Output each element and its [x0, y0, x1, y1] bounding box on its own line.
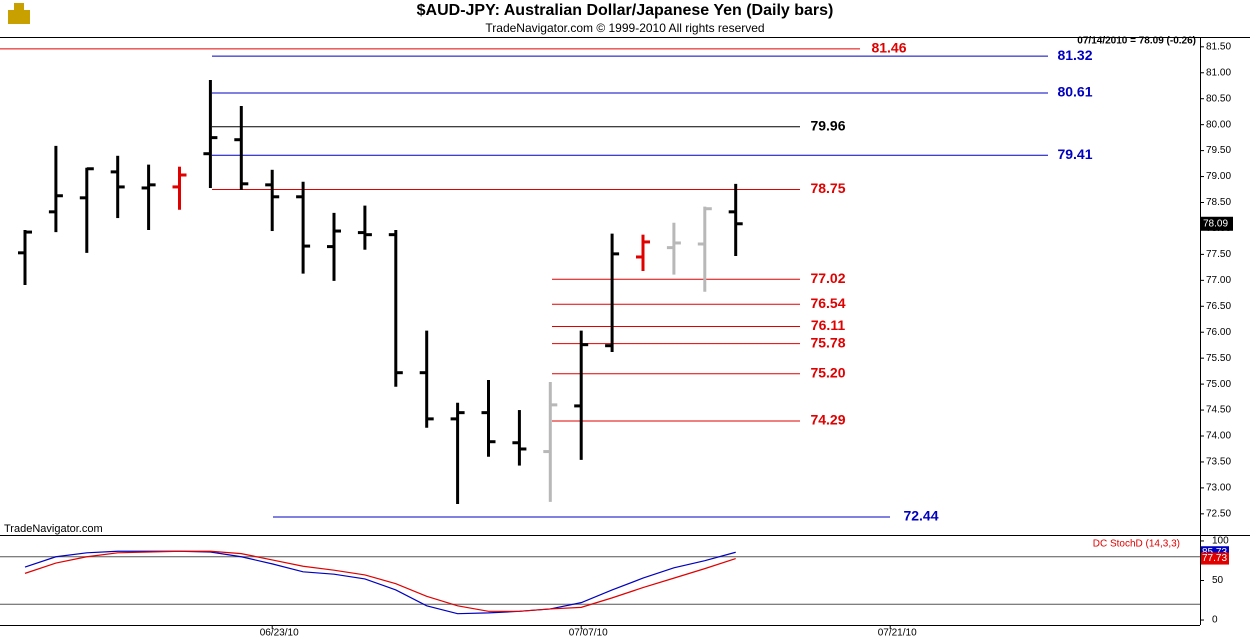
frame: [0, 37, 1250, 626]
y-tick-label: 81.00: [1206, 67, 1231, 78]
last-price-label: 78.09: [1203, 218, 1228, 229]
level-label: 76.11: [811, 317, 845, 333]
level-label: 79.96: [810, 117, 845, 133]
y-tick-label: 0: [1212, 615, 1218, 626]
x-tick-label: 07/07/10: [569, 628, 608, 639]
indicator-line: [24, 550, 736, 615]
level-label: 74.29: [810, 412, 845, 428]
y-tick-label: 74.50: [1206, 405, 1231, 416]
level-label: 77.02: [810, 270, 845, 286]
y-tick-label: 77.50: [1206, 249, 1231, 260]
y-tick-label: 76.00: [1206, 327, 1231, 338]
y-tick-label: 100: [1212, 536, 1229, 547]
watermark: TradeNavigator.com: [4, 523, 103, 535]
y-tick-label: 75.00: [1206, 379, 1231, 390]
level-label: 76.54: [810, 295, 845, 311]
indicator-value-label: 77.73: [1202, 553, 1227, 564]
y-tick-label: 74.00: [1206, 431, 1231, 442]
level-label: 75.20: [810, 364, 845, 380]
indicator-value-box: [1201, 552, 1229, 565]
level-label: 72.44: [903, 508, 938, 524]
last-price-box: [1201, 216, 1233, 231]
y-tick-label: 78.50: [1206, 197, 1231, 208]
level-label: 81.46: [871, 40, 906, 56]
y-tick-label: 79.00: [1206, 171, 1231, 182]
indicator-title: DC StochD (14,3,3): [1093, 539, 1180, 550]
status: 07/14/2010 = 78.09 (-0.26): [1077, 36, 1196, 47]
y-tick-label: 77.00: [1206, 275, 1231, 286]
x-tick-label: 07/21/10: [878, 628, 917, 639]
level-label: 78.75: [810, 180, 845, 196]
x-tick-label: 06/23/10: [260, 628, 299, 639]
level-label: 79.41: [1057, 146, 1092, 162]
y-tick-label: 81.50: [1206, 41, 1231, 52]
level-label: 75.78: [810, 334, 845, 350]
y-tick-label: 79.50: [1206, 145, 1231, 156]
y-tick-label: 80.50: [1206, 93, 1231, 104]
y-tick-label: 50: [1212, 575, 1224, 586]
y-tick-label: 73.00: [1206, 483, 1231, 494]
y-tick-label: 76.50: [1206, 301, 1231, 312]
y-tick-label: 80.00: [1206, 119, 1231, 130]
y-tick-label: 73.50: [1206, 457, 1231, 468]
chart-subtitle: TradeNavigator.com © 1999-2010 All right…: [485, 21, 764, 35]
y-tick-label: 72.50: [1206, 508, 1231, 519]
indicator-value-label: 85.73: [1202, 547, 1227, 558]
chart-title: $AUD-JPY: Australian Dollar/Japanese Yen…: [417, 2, 834, 19]
y-tick-label: 75.50: [1206, 353, 1231, 364]
level-label: 80.61: [1057, 84, 1092, 100]
level-label: 81.32: [1057, 47, 1092, 63]
indicator-line: [24, 550, 736, 612]
logo: [8, 3, 30, 24]
